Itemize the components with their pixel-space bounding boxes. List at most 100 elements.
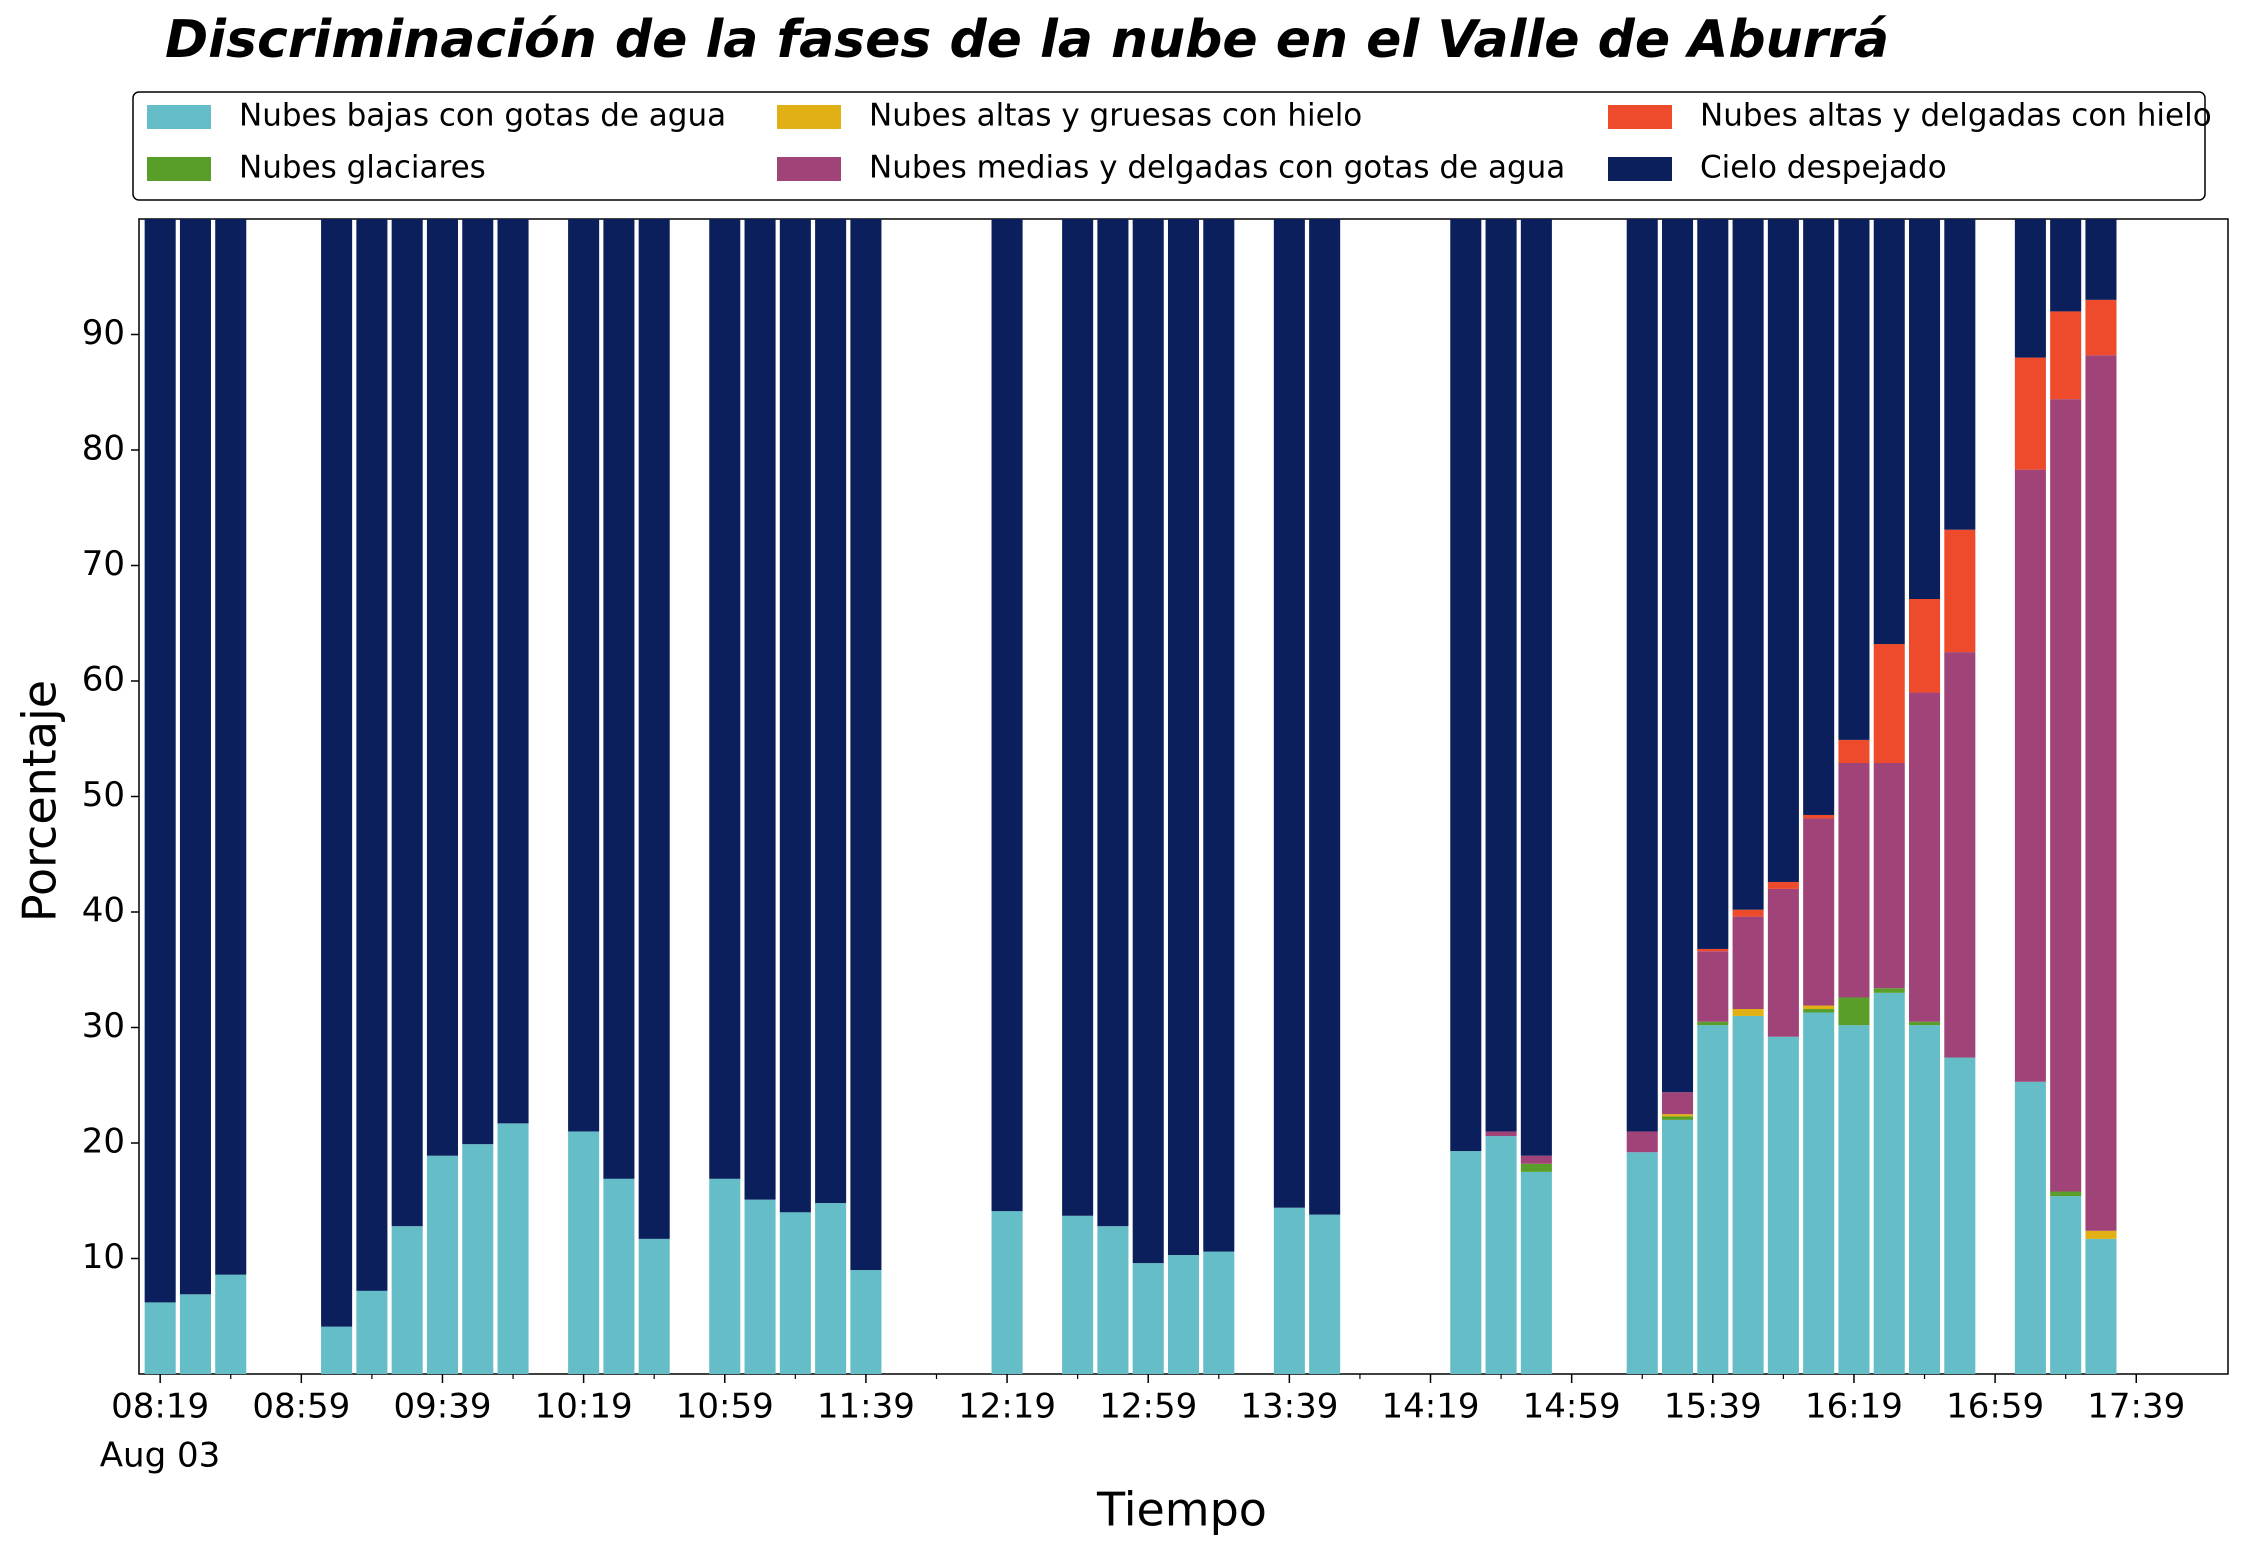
legend-swatch — [1608, 157, 1672, 181]
bar-segment — [2014, 219, 2046, 358]
bar-segment — [497, 219, 529, 1124]
bar-segment — [391, 219, 423, 1227]
bar-segment — [497, 1123, 529, 1374]
bar-segment — [1167, 1255, 1200, 1374]
bar-segment — [1697, 219, 1729, 949]
legend-swatch — [777, 105, 841, 129]
bar-segment — [1732, 916, 1764, 1010]
bar-segment — [1873, 988, 1905, 993]
bar-segment — [1203, 1251, 1235, 1374]
bar-segment — [638, 1238, 670, 1374]
bar-segment — [1273, 219, 1305, 1208]
bar-segment — [1803, 814, 1835, 819]
bar-segment — [2050, 1196, 2082, 1374]
bar-segment — [1909, 219, 1941, 599]
bar-segment — [179, 219, 211, 1295]
bar-segment — [1838, 739, 1870, 764]
legend-label: Nubes bajas con gotas de agua — [239, 98, 726, 134]
bar-segment — [815, 219, 847, 1204]
legend-label: Cielo despejado — [1700, 150, 1947, 186]
bar-segment — [2085, 219, 2117, 300]
bar-segment — [638, 219, 670, 1239]
bar-segment — [1626, 219, 1658, 1132]
legend-label: Nubes medias y delgadas con gotas de agu… — [869, 150, 1565, 186]
y-tick-label: 20 — [82, 1122, 125, 1162]
bar-segment — [2085, 1238, 2117, 1374]
y-tick-label: 30 — [82, 1006, 125, 1046]
bar-segment — [1944, 652, 1976, 1058]
bar-segment — [1944, 1057, 1976, 1374]
bar-segment — [2014, 357, 2046, 470]
bar-segment — [1803, 818, 1835, 1006]
bar-segment — [1661, 1114, 1694, 1117]
x-tick-label: 08:59 — [252, 1387, 350, 1427]
bar-segment — [391, 1226, 423, 1374]
y-tick-label: 10 — [82, 1237, 125, 1277]
y-tick-label: 50 — [82, 775, 125, 815]
bar-segment — [426, 1155, 458, 1374]
bar-segment — [850, 219, 882, 1271]
bar-segment — [1803, 1009, 1835, 1013]
bar-segment — [744, 1199, 776, 1374]
chart-title: Discriminación de la fases de la nube en… — [165, 10, 1889, 70]
bar-segment — [1838, 219, 1870, 740]
y-tick-label: 80 — [82, 429, 125, 469]
bar-segment — [144, 219, 176, 1303]
legend-label: Nubes glaciares — [239, 150, 486, 186]
bar-segment — [568, 219, 600, 1132]
bar-segment — [1661, 1116, 1694, 1120]
legend-swatch — [777, 157, 841, 181]
bar-segment — [1838, 1025, 1870, 1374]
bar-segment — [356, 219, 388, 1291]
bar-segment — [1909, 692, 1941, 1022]
bar-segment — [1661, 1092, 1694, 1115]
bar-segment — [1767, 888, 1799, 1037]
x-tick-label: 11:39 — [817, 1387, 915, 1427]
bar-segment — [1097, 219, 1129, 1227]
bar-segment — [1697, 1025, 1729, 1374]
bar-segment — [1873, 992, 1905, 1374]
bar-segment — [744, 219, 776, 1200]
bar-segment — [1767, 1036, 1799, 1374]
bar-segment — [1309, 1214, 1341, 1374]
bar-segment — [1873, 763, 1905, 989]
bar-segment — [1697, 948, 1729, 952]
bar-segment — [1485, 1136, 1517, 1374]
bar-segment — [462, 1144, 494, 1374]
bar-segment — [215, 219, 247, 1275]
bar-segment — [1450, 219, 1482, 1152]
y-tick-label: 60 — [82, 660, 125, 700]
x-tick-label: 12:59 — [1099, 1387, 1197, 1427]
bar-segment — [1520, 1171, 1552, 1374]
bar-segment — [2050, 311, 2082, 400]
bar-segment — [991, 1211, 1023, 1374]
bar-segment — [2014, 469, 2046, 1082]
bar-segment — [1909, 1025, 1941, 1374]
bar-segment — [1732, 1015, 1764, 1374]
bar-segment — [1944, 219, 1976, 530]
legend-label: Nubes altas y gruesas con hielo — [869, 98, 1362, 134]
x-tick-label: 10:19 — [535, 1387, 633, 1427]
bar-segment — [1062, 1215, 1094, 1374]
bar-segment — [1732, 1009, 1764, 1016]
bar-segment — [1167, 219, 1200, 1256]
x-tick-label: 15:39 — [1664, 1387, 1762, 1427]
bar-segment — [1626, 1131, 1658, 1153]
bar-segment — [1803, 1005, 1835, 1010]
bar-segment — [779, 1212, 811, 1374]
bar-segment — [709, 219, 741, 1179]
bar-segment — [1626, 1152, 1658, 1374]
bar-segment — [1132, 219, 1164, 1264]
bar-segment — [321, 219, 353, 1327]
bar-segment — [1203, 219, 1235, 1252]
y-tick-label: 40 — [82, 891, 125, 931]
legend-swatch — [147, 157, 211, 181]
bar-segment — [1309, 219, 1341, 1215]
legend-label: Nubes altas y delgadas con hielo — [1700, 98, 2212, 134]
bar-segment — [462, 219, 494, 1145]
bar-segment — [1661, 1119, 1694, 1374]
bar-segment — [779, 219, 811, 1213]
bar-segment — [321, 1326, 353, 1374]
x-tick-label: 12:19 — [958, 1387, 1056, 1427]
